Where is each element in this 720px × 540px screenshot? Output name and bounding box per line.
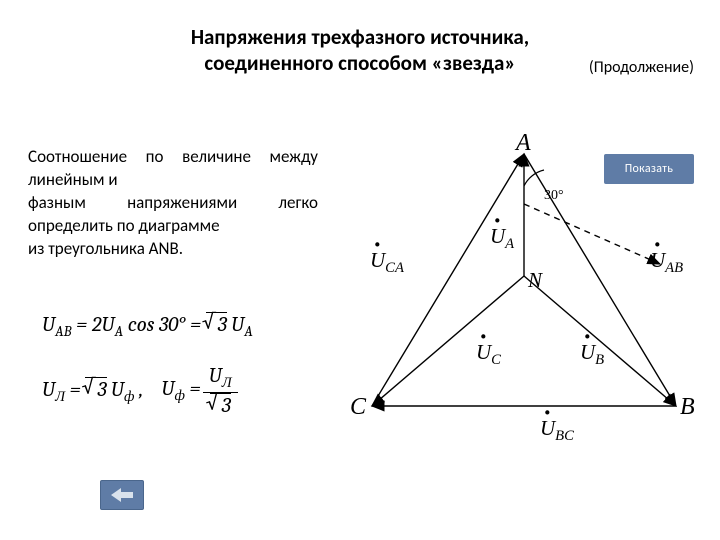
label-A: A: [516, 130, 531, 157]
label-UA: UA: [490, 224, 514, 253]
arrow-left-icon: [111, 488, 133, 502]
title-line-1: Напряжения трехфазного источника,: [0, 24, 720, 50]
label-UCA: UCA: [370, 248, 404, 277]
formula-2-right-lhs: Uф =: [161, 377, 200, 405]
phasor-diagram-svg: [350, 140, 698, 440]
formula-2-fraction: UЛ 3: [203, 364, 238, 418]
continuation-label: (Продолжение): [589, 58, 694, 77]
label-UB: UB: [580, 340, 604, 369]
body-paragraph: Соотношение по величине между линейным и…: [28, 146, 318, 261]
label-UAB: UAB: [650, 248, 683, 277]
formula-2: UЛ = 3 Uф , Uф = UЛ 3: [42, 364, 240, 418]
formula-1: UAB = 2UA cos 30° = 3 UA: [42, 312, 253, 340]
label-B: B: [680, 394, 695, 421]
label-UBC: UBC: [540, 416, 574, 445]
label-30deg: 30°: [544, 188, 564, 204]
back-button[interactable]: [100, 480, 144, 510]
label-N: N: [528, 268, 542, 293]
label-C: C: [350, 394, 366, 421]
phasor-diagram: A B C N 30° UCA UAB UBC UA UB UC: [350, 140, 698, 440]
formula-2-left: UЛ = 3 Uф ,: [42, 377, 143, 406]
label-UC: UC: [476, 340, 501, 369]
